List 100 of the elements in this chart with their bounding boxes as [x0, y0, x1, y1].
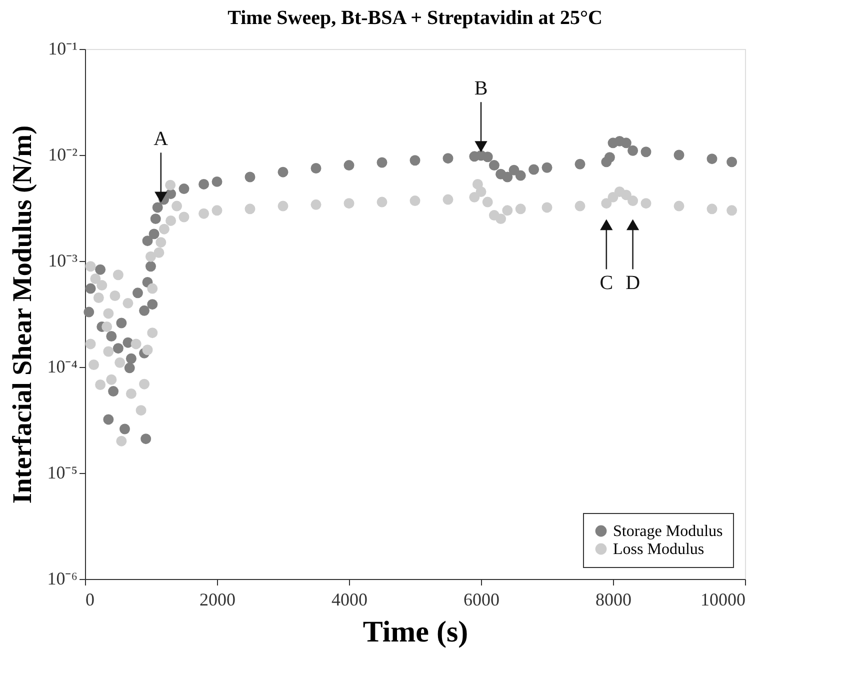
point [178, 212, 190, 222]
point [112, 270, 124, 280]
point [706, 204, 718, 214]
y-tick-label: 10⁻² [48, 144, 78, 164]
point [108, 386, 119, 397]
point [152, 202, 163, 213]
point [136, 405, 146, 416]
point [126, 353, 136, 364]
point [132, 288, 143, 298]
point [502, 172, 513, 182]
point [198, 208, 210, 219]
point [410, 155, 420, 166]
point [482, 196, 493, 208]
annotation: C [600, 272, 614, 294]
point [84, 306, 94, 318]
y-tick-label: 10⁻⁵ [47, 462, 78, 482]
annotation: B [474, 77, 488, 100]
x-tick-label: 6000 [464, 590, 500, 610]
y-tick-label: 10⁻⁴ [47, 356, 78, 376]
point [726, 156, 738, 168]
point [488, 160, 500, 171]
point [620, 190, 632, 200]
x-tick-label: 10000 [700, 590, 746, 610]
point [376, 157, 388, 168]
point [93, 292, 104, 303]
point [310, 163, 322, 174]
point [628, 145, 638, 156]
annotation: D [626, 272, 640, 294]
point [147, 299, 158, 310]
point [244, 204, 256, 214]
point [126, 388, 136, 399]
point [148, 228, 160, 240]
point [278, 166, 288, 178]
point [344, 160, 354, 171]
point [95, 264, 106, 275]
point [145, 261, 156, 272]
point [142, 236, 153, 246]
point [96, 280, 108, 291]
point [154, 247, 164, 258]
point [278, 200, 288, 212]
x-tick-label: 0 [86, 590, 94, 610]
point [88, 360, 100, 370]
point [130, 338, 142, 350]
point [640, 198, 652, 209]
point [178, 184, 190, 194]
point [102, 321, 112, 332]
point [114, 357, 126, 368]
point [469, 192, 480, 202]
point [542, 202, 552, 213]
point [628, 196, 638, 206]
point [90, 274, 101, 284]
annotation: A [154, 128, 169, 150]
point [442, 194, 454, 205]
point [106, 374, 117, 385]
point [150, 214, 161, 224]
x-tick-label: 2000 [200, 590, 236, 610]
legend-label: Loss Modulus [613, 541, 704, 558]
point [106, 331, 117, 342]
point [156, 237, 166, 248]
point [476, 186, 486, 197]
point [574, 200, 586, 212]
point [198, 178, 210, 190]
point [139, 378, 150, 390]
point [502, 205, 513, 216]
point [103, 308, 114, 319]
point [442, 153, 454, 164]
point [139, 305, 150, 316]
point [85, 338, 96, 350]
point [103, 414, 114, 425]
point [542, 162, 552, 173]
point [574, 158, 586, 170]
point [119, 424, 130, 434]
point [620, 138, 632, 148]
x-tick-label: 4000 [332, 590, 368, 610]
point [376, 196, 388, 208]
y-tick-label: 10⁻¹ [48, 38, 78, 58]
point [674, 200, 684, 212]
point [212, 176, 222, 187]
point [172, 200, 182, 212]
point [145, 251, 156, 262]
point [640, 146, 652, 158]
point [95, 380, 106, 390]
point [496, 214, 506, 224]
point [528, 164, 540, 175]
point [515, 204, 526, 214]
point [110, 290, 120, 301]
point [140, 434, 152, 444]
point [604, 152, 615, 163]
point [116, 436, 127, 446]
chart-title: Time Sweep, Bt-BSA + Streptavidin at 25°C [228, 7, 602, 29]
point [166, 215, 176, 226]
point [116, 318, 127, 328]
point [147, 283, 158, 294]
point [85, 283, 96, 294]
point [165, 180, 176, 190]
point [410, 196, 420, 206]
point [726, 205, 738, 216]
point [244, 172, 256, 182]
point [147, 328, 158, 338]
point [124, 362, 135, 374]
